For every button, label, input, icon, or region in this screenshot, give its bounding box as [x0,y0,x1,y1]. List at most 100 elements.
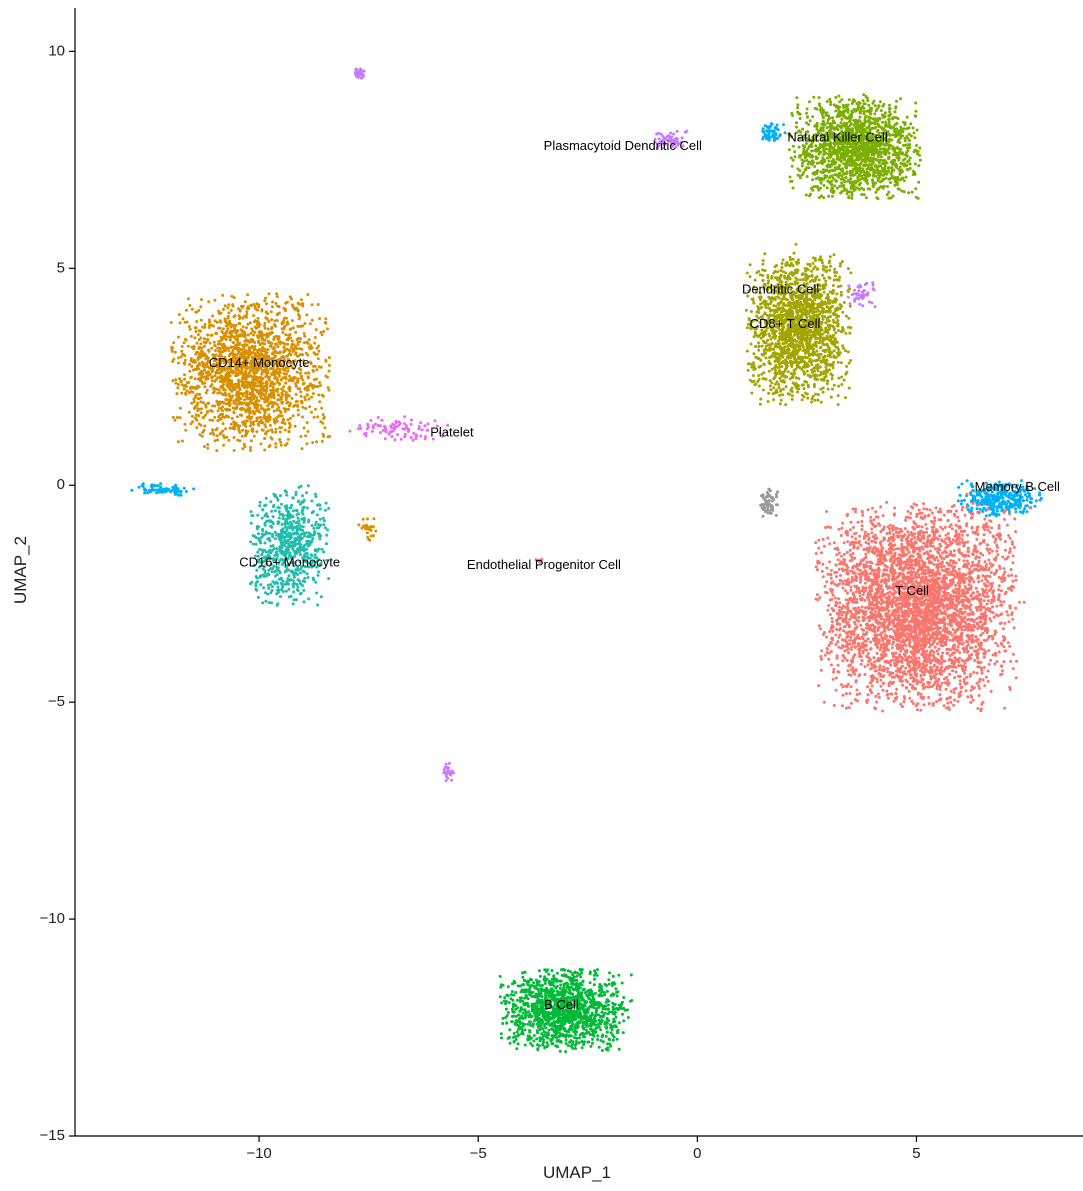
data-point [832,253,836,257]
data-point [307,376,310,380]
data-point [274,430,278,434]
data-point [296,308,300,312]
data-point [880,179,884,183]
data-point [871,283,875,287]
data-point [228,426,232,430]
data-point [840,117,844,121]
data-point [270,318,274,322]
data-point [244,380,248,384]
data-point [199,329,202,333]
data-point [232,449,236,452]
data-point [237,425,241,429]
data-point [238,308,242,312]
data-point [763,498,767,502]
data-point [218,319,222,323]
data-point [229,422,233,426]
data-point [881,104,885,108]
data-point [315,352,319,356]
data-point [909,134,913,138]
data-point [355,67,359,71]
data-point [285,401,289,405]
data-point [275,592,279,596]
data-point [419,421,423,425]
data-point [846,267,850,271]
data-point [766,505,770,509]
data-point [299,571,302,575]
data-point [255,419,259,423]
data-point [232,341,235,345]
data-point [320,333,324,337]
data-point [267,413,271,417]
data-point [253,325,257,329]
data-point [298,527,302,531]
data-point [882,184,886,188]
data-point [242,442,246,446]
data-point [241,401,245,405]
data-point [176,361,180,365]
data-point [207,326,211,329]
data-point [822,184,826,187]
data-point [245,326,248,330]
data-point [306,386,309,390]
data-point [850,115,854,119]
data-point [324,321,328,325]
data-point [412,431,416,435]
data-point [224,375,228,379]
data-point [887,169,891,173]
data-point [192,358,196,362]
data-point [264,316,268,320]
data-point [264,384,268,388]
data-point [901,158,905,162]
data-point [399,437,403,441]
data-point [267,407,271,411]
data-point [312,526,316,530]
data-point [275,295,279,299]
data-point [309,382,312,386]
data-point [284,519,288,523]
data-point [300,447,304,451]
data-point [177,335,180,339]
data-point [303,395,307,399]
data-point [683,130,687,134]
data-point [280,377,284,381]
data-point [773,137,776,141]
data-point [380,418,384,422]
data-point [772,498,776,501]
data-point [271,580,275,584]
data-point [831,187,834,191]
data-point [236,339,240,343]
data-point [182,341,186,345]
data-point [199,400,203,404]
data-point [834,96,838,99]
data-point [414,435,418,439]
data-point [655,132,659,136]
data-point [265,335,269,339]
data-point [221,415,225,419]
data-point [295,538,299,542]
data-point [876,177,880,180]
data-point [224,393,228,397]
data-point [820,111,824,114]
data-point [795,125,798,129]
data-point [181,353,185,356]
data-point [828,97,832,101]
data-point [308,322,312,326]
data-point [278,494,282,498]
data-point [883,111,887,115]
data-point [275,343,279,346]
data-point [899,161,903,165]
data-point [786,370,790,374]
data-point [201,352,204,356]
data-point [246,293,250,297]
data-point [831,121,835,125]
data-point [865,120,868,124]
data-point [149,490,153,493]
data-point [864,95,868,98]
data-point [267,377,271,381]
data-point [225,382,229,386]
data-point [296,516,300,520]
data-point [266,332,270,336]
data-point [902,143,905,147]
data-point [240,379,244,383]
data-point [297,512,301,516]
